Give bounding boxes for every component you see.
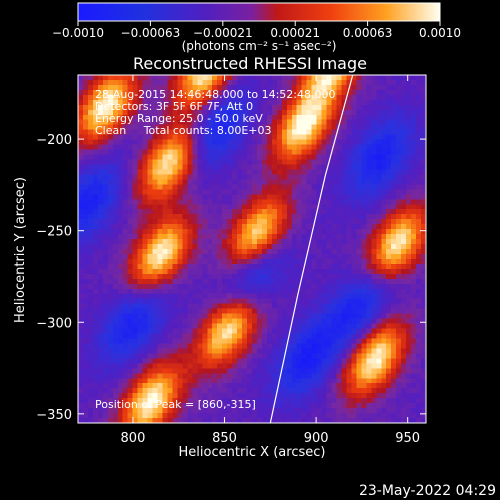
colorbar [77, 2, 441, 22]
heatmap-image [78, 75, 426, 423]
peak-position-label: Position of Peak = [860,-315] [95, 398, 256, 411]
colorbar-tick-label: 0.00021 [270, 26, 320, 40]
x-tick-label: 900 [304, 431, 329, 446]
colorbar-tick-label: −0.0010 [52, 26, 104, 40]
y-tick-label: −250 [36, 225, 72, 240]
detectors-label: Detectors: 3F 5F 6F 7F, Att 0 [95, 100, 253, 113]
x-axis-label: Heliocentric X (arcsec) [179, 445, 326, 460]
y-tick-label: −350 [36, 408, 72, 423]
colorbar-tick-label: −0.00063 [121, 26, 181, 40]
colorbar-unit-label: (photons cm⁻² s⁻¹ asec⁻²) [182, 39, 337, 53]
plot-frame [77, 74, 427, 424]
y-axis-label: Heliocentric Y (arcsec) [13, 177, 28, 323]
axis-ticks: 800 850 900 950 −200 −250 −300 −350 [36, 75, 426, 446]
algorithm-label: Clean Total counts: 8.00E+03 [95, 124, 272, 137]
solar-limb-line [269, 75, 354, 423]
colorbar-tick-label: −0.00021 [193, 26, 253, 40]
colorbar-tick-label: 0.0010 [419, 26, 461, 40]
x-tick-label: 850 [212, 431, 237, 446]
y-tick-label: −200 [36, 133, 72, 148]
colorbar-tick-label: 0.00063 [343, 26, 393, 40]
time-range-label: 28-Aug-2015 14:46:48.000 to 14:52:48.000 [95, 88, 336, 101]
colorbar-ticks: −0.0010 −0.00063 −0.00021 0.00021 0.00063 0.0… [52, 21, 461, 40]
footer-timestamp: 23-May-2022 04:29 [359, 483, 496, 499]
x-tick-label: 800 [121, 431, 146, 446]
energy-range-label: Energy Range: 25.0 - 50.0 keV [95, 112, 263, 125]
x-tick-label: 950 [395, 431, 420, 446]
chart-title: Reconstructed RHESSI Image [133, 54, 367, 73]
y-tick-label: −300 [36, 316, 72, 331]
